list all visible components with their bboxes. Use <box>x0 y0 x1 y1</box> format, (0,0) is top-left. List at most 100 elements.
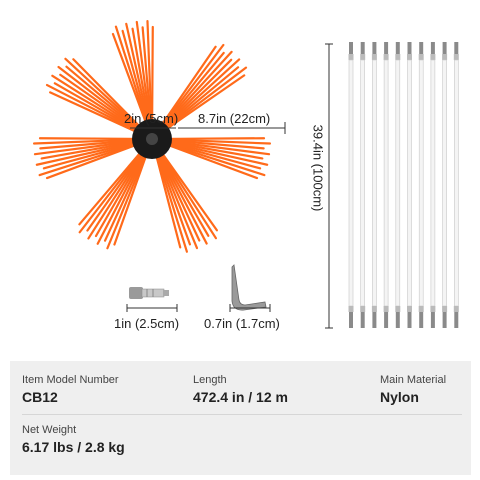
bristle <box>125 22 151 131</box>
bristle <box>87 146 148 240</box>
bristle <box>160 137 266 141</box>
bristle <box>160 139 264 160</box>
bristle <box>111 32 150 131</box>
bristle <box>65 65 146 134</box>
bristle <box>86 146 148 232</box>
rod-length-label: 39.4in (100cm) <box>310 124 326 212</box>
bristle <box>153 147 188 253</box>
bristle <box>32 138 144 145</box>
material-label: Main Material <box>380 374 447 386</box>
material-value: Nylon <box>380 389 419 405</box>
bristle <box>160 138 272 145</box>
bristle <box>156 146 218 232</box>
adapter-length-label: 1in (2.5cm) <box>114 316 180 331</box>
bristle <box>158 66 248 135</box>
bristle <box>51 74 145 135</box>
brush-head-icon <box>32 19 286 253</box>
rod-icon <box>430 42 436 328</box>
rod-icon <box>453 42 459 328</box>
bristle <box>45 83 145 136</box>
bristle <box>160 138 265 150</box>
bristle <box>131 27 152 131</box>
rod-icon <box>383 42 389 328</box>
bristle <box>154 147 192 246</box>
bristle <box>160 140 262 170</box>
length-label: Length <box>193 374 227 386</box>
bristle <box>38 137 144 141</box>
bristle <box>106 147 150 250</box>
bristle <box>35 140 144 166</box>
wrench-length-label: 0.7in (1.7cm) <box>204 316 280 331</box>
bristle-length-label: 8.7in (22cm) <box>198 111 271 126</box>
rods-bundle <box>325 42 459 329</box>
brush-dimension-lines <box>130 122 286 134</box>
brush-bristles <box>32 19 272 253</box>
bristle <box>94 146 149 238</box>
rod-icon <box>395 42 401 328</box>
bristle <box>64 57 146 134</box>
bristle <box>121 29 151 131</box>
bristle <box>45 141 144 180</box>
weight-label: Net Weight <box>22 424 77 436</box>
bristle <box>156 45 217 132</box>
wrench-dimension-line <box>229 304 271 312</box>
rod-group <box>348 42 459 328</box>
rod-dimension-line <box>325 43 333 329</box>
bristle <box>157 51 225 133</box>
rod-icon <box>360 42 366 328</box>
rod-icon <box>442 42 448 328</box>
bristle <box>38 140 144 177</box>
bristle <box>96 146 149 245</box>
bristle <box>135 20 152 131</box>
bristle <box>160 140 266 177</box>
model-value: CB12 <box>22 389 58 405</box>
specs-divider <box>22 414 462 415</box>
bristle <box>78 145 147 226</box>
bristle <box>157 58 233 134</box>
bristle <box>49 91 145 136</box>
hex-wrench-icon <box>231 264 267 311</box>
rod-icon <box>418 42 424 328</box>
bristle <box>156 43 225 133</box>
bristle <box>150 25 154 131</box>
bristle <box>146 19 153 131</box>
bristle <box>42 140 144 170</box>
bristle <box>160 140 269 166</box>
brush-hub <box>132 119 172 159</box>
bristle <box>160 141 259 180</box>
rod-length-label-wrap: 39.4in (100cm) <box>308 88 328 248</box>
bristle <box>103 146 149 242</box>
bristle <box>158 66 240 134</box>
bristle <box>156 146 218 240</box>
bristle <box>33 139 144 156</box>
hub-diameter-label: 2in (5cm) <box>124 111 179 126</box>
weight-value: 6.17 lbs / 2.8 kg <box>22 439 125 455</box>
bristle <box>153 147 182 249</box>
bristle <box>57 65 146 134</box>
bristle <box>160 139 271 156</box>
model-label: Item Model Number <box>22 374 119 386</box>
bristle <box>72 58 147 133</box>
bristle <box>159 74 246 135</box>
bristle <box>141 26 153 131</box>
rod-icon <box>348 42 354 328</box>
rod-icon <box>407 42 412 328</box>
bristle <box>113 147 150 246</box>
bristle <box>158 58 241 134</box>
bristle <box>114 25 151 131</box>
bristle <box>39 138 144 150</box>
bristle <box>154 147 199 250</box>
bristle <box>155 146 201 242</box>
adapter-dimension-line <box>126 304 178 312</box>
specs-panel <box>10 361 471 475</box>
rod-icon <box>371 42 377 328</box>
length-value: 472.4 in / 12 m <box>193 389 288 405</box>
bristle <box>155 146 208 245</box>
bristle <box>40 139 144 160</box>
bristle <box>155 146 210 237</box>
adapter-icon <box>129 287 169 299</box>
bristle <box>59 73 145 135</box>
bristle <box>78 145 147 234</box>
bristle <box>53 82 145 136</box>
bristle <box>157 50 233 133</box>
